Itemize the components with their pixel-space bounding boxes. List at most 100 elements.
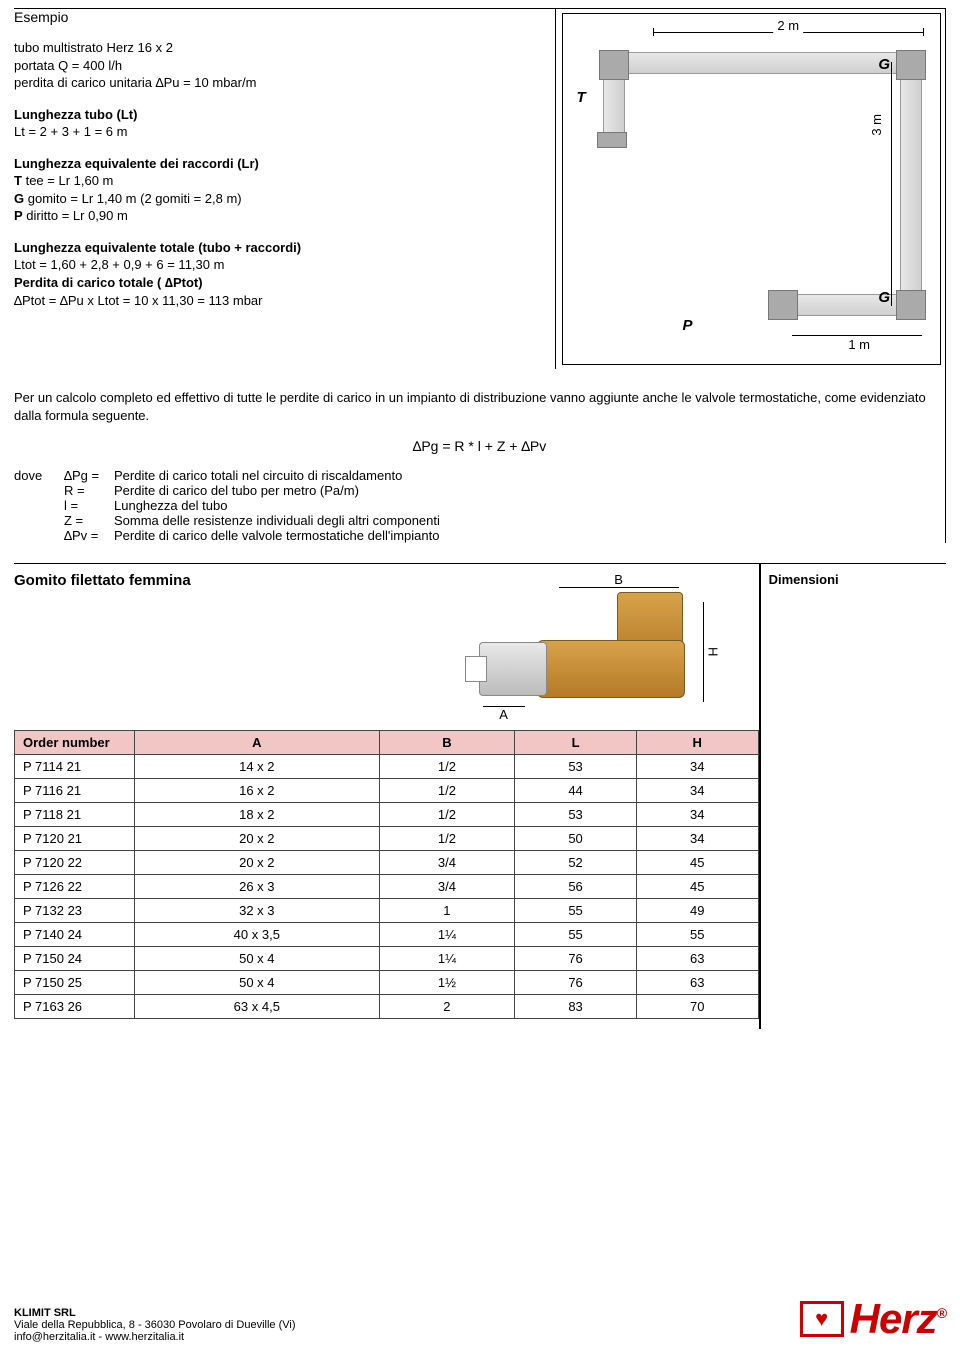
table-cell: 44	[515, 779, 637, 803]
table-cell: 34	[636, 779, 758, 803]
table-cell: P 7150 24	[15, 947, 135, 971]
label-t: T	[577, 89, 586, 106]
table-cell: 34	[636, 827, 758, 851]
product-title: Gomito filettato femmina	[14, 572, 254, 589]
lr-p: diritto = Lr 0,90 m	[26, 208, 128, 223]
table-cell: 56	[515, 875, 637, 899]
lt-heading: Lunghezza tubo (Lt)	[14, 106, 545, 124]
table-cell: 76	[515, 947, 637, 971]
table-cell: 1¼	[379, 947, 515, 971]
def-sym: ∆Pg =	[64, 468, 114, 483]
table-row: P 7118 2118 x 21/25334	[15, 803, 759, 827]
table-cell: 53	[515, 755, 637, 779]
table-cell: 1/2	[379, 779, 515, 803]
table-row: P 7120 2220 x 23/45245	[15, 851, 759, 875]
table-cell: 2	[379, 995, 515, 1019]
def-dove	[14, 528, 64, 543]
intro-l2: portata Q = 400 l/h	[14, 57, 545, 75]
table-cell: 26 x 3	[135, 875, 380, 899]
table-header: A	[135, 731, 380, 755]
table-row: P 7163 2663 x 4,528370	[15, 995, 759, 1019]
def-desc: Lunghezza del tubo	[114, 498, 945, 513]
table-cell: 49	[636, 899, 758, 923]
table-cell: P 7132 23	[15, 899, 135, 923]
label-g1: G	[878, 56, 890, 73]
def-dove: dove	[14, 468, 64, 483]
table-header: L	[515, 731, 637, 755]
footer-address: Viale della Repubblica, 8 - 36030 Povola…	[14, 1319, 295, 1331]
lr-g: gomito = Lr 1,40 m (2 gomiti = 2,8 m)	[28, 191, 242, 206]
ltot-value: Ltot = 1,60 + 2,8 + 0,9 + 6 = 11,30 m	[14, 256, 545, 274]
ltot-block: Lunghezza equivalente totale (tubo + rac…	[14, 239, 545, 309]
dim-a-label: A	[483, 706, 525, 722]
fitting-diagram: B H A	[429, 572, 729, 722]
table-row: P 7126 2226 x 33/45645	[15, 875, 759, 899]
table-header: H	[636, 731, 758, 755]
def-dove	[14, 498, 64, 513]
def-desc: Perdite di carico delle valvole termosta…	[114, 528, 945, 543]
intro-l3: perdita di carico unitaria ∆Pu = 10 mbar…	[14, 74, 545, 92]
table-row: P 7120 2120 x 21/25034	[15, 827, 759, 851]
dim-h-label: H	[703, 602, 721, 702]
table-cell: 63 x 4,5	[135, 995, 380, 1019]
lt-value: Lt = 2 + 3 + 1 = 6 m	[14, 123, 545, 141]
page-footer: KLIMIT SRL Viale della Repubblica, 8 - 3…	[14, 1295, 946, 1343]
lr-block: Lunghezza equivalente dei raccordi (Lr) …	[14, 155, 545, 225]
table-row: P 7150 2550 x 41½7663	[15, 971, 759, 995]
logo-text: Herz	[850, 1295, 937, 1342]
table-cell: P 7114 21	[15, 755, 135, 779]
table-cell: 53	[515, 803, 637, 827]
def-desc: Perdite di carico totali nel circuito di…	[114, 468, 945, 483]
table-cell: 16 x 2	[135, 779, 380, 803]
footer-company: KLIMIT SRL	[14, 1307, 295, 1319]
table-cell: 34	[636, 755, 758, 779]
ptot-value: ∆Ptot = ∆Pu x Ltot = 10 x 11,30 = 113 mb…	[14, 292, 545, 310]
footer-contact: info@herzitalia.it - www.herzitalia.it	[14, 1331, 295, 1343]
def-sym: R =	[64, 483, 114, 498]
table-cell: 70	[636, 995, 758, 1019]
table-cell: 3/4	[379, 851, 515, 875]
table-cell: P 7140 24	[15, 923, 135, 947]
table-cell: P 7163 26	[15, 995, 135, 1019]
table-cell: P 7116 21	[15, 779, 135, 803]
table-cell: 20 x 2	[135, 827, 380, 851]
table-cell: 18 x 2	[135, 803, 380, 827]
def-sym: l =	[64, 498, 114, 513]
table-header: B	[379, 731, 515, 755]
dim-b-label: B	[559, 572, 679, 588]
table-cell: 3/4	[379, 875, 515, 899]
def-dove	[14, 513, 64, 528]
label-p: P	[683, 317, 693, 334]
table-cell: P 7120 22	[15, 851, 135, 875]
dim-2m: 2 m	[773, 18, 803, 33]
table-cell: P 7120 21	[15, 827, 135, 851]
ltot-heading: Lunghezza equivalente totale (tubo + rac…	[14, 239, 545, 257]
table-cell: 34	[636, 803, 758, 827]
formula: ∆Pg = R * l + Z + ∆Pv	[14, 438, 945, 454]
heart-icon: ♥	[800, 1301, 844, 1337]
table-cell: 50 x 4	[135, 971, 380, 995]
table-row: P 7114 2114 x 21/25334	[15, 755, 759, 779]
dimensions-heading: Dimensioni	[769, 572, 938, 587]
table-cell: 50	[515, 827, 637, 851]
table-cell: 1/2	[379, 827, 515, 851]
def-desc: Somma delle resistenze individuali degli…	[114, 513, 945, 528]
table-cell: 63	[636, 971, 758, 995]
definitions-list: dove∆Pg =Perdite di carico totali nel ci…	[14, 468, 945, 543]
label-g2: G	[878, 289, 890, 306]
example-heading: Esempio	[14, 9, 545, 25]
table-cell: 55	[636, 923, 758, 947]
table-row: P 7150 2450 x 41¼7663	[15, 947, 759, 971]
table-cell: 1/2	[379, 803, 515, 827]
table-cell: 50 x 4	[135, 947, 380, 971]
dimensions-table: Order numberABLH P 7114 2114 x 21/25334P…	[14, 730, 759, 1019]
table-cell: P 7126 22	[15, 875, 135, 899]
table-row: P 7132 2332 x 315549	[15, 899, 759, 923]
table-cell: 14 x 2	[135, 755, 380, 779]
table-row: P 7116 2116 x 21/24434	[15, 779, 759, 803]
lr-heading: Lunghezza equivalente dei raccordi (Lr)	[14, 155, 545, 173]
dim-1m: 1 m	[848, 337, 870, 352]
table-cell: 1½	[379, 971, 515, 995]
table-cell: 52	[515, 851, 637, 875]
table-cell: 1/2	[379, 755, 515, 779]
